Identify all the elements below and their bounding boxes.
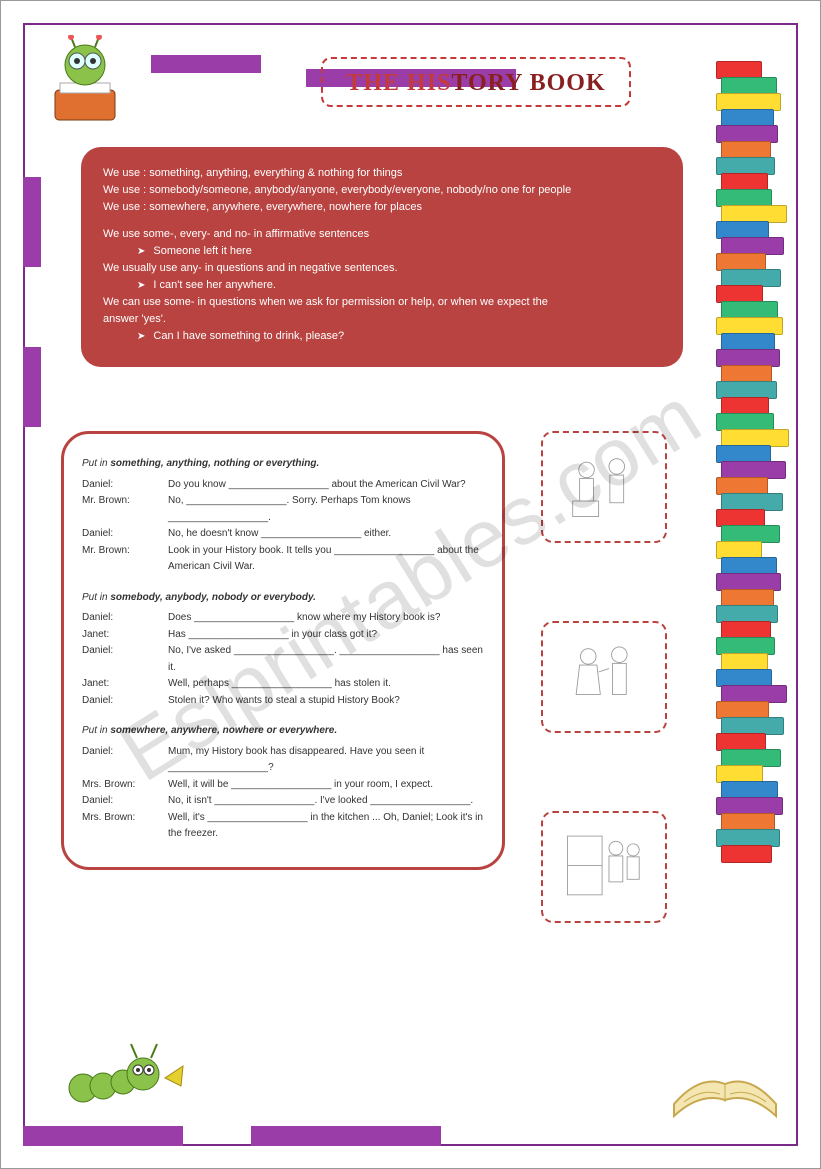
dialog-text: Well, it will be __________________ in y… (168, 777, 484, 794)
dialog-row: Daniel:Does __________________ know wher… (82, 610, 484, 627)
exercise-box: Put in something, anything, nothing or e… (61, 431, 505, 870)
dialog-text: Mum, my History book has disappeared. Ha… (168, 744, 484, 777)
illustration-1 (541, 431, 667, 543)
open-book-icon (670, 1044, 780, 1120)
rule-line: We can use some- in questions when we as… (103, 294, 661, 311)
dialog-row: Mrs. Brown:Well, it's __________________… (82, 810, 484, 843)
rule-line: We use some-, every- and no- in affirmat… (103, 226, 661, 243)
stacked-book (721, 845, 772, 863)
section-title: Put in somebody, anybody, nobody or ever… (82, 590, 484, 607)
speaker-label: Daniel: (82, 744, 168, 777)
speaker-label: Janet: (82, 627, 168, 644)
dialog-text: No, I've asked __________________. _____… (168, 643, 484, 676)
illustration-2 (541, 621, 667, 733)
rule-line: We use : somewhere, anywhere, everywhere… (103, 199, 661, 216)
speaker-label: Mrs. Brown: (82, 810, 168, 843)
deco-bar (23, 177, 41, 267)
deco-bar (151, 55, 261, 73)
book-stack-icon (716, 61, 792, 861)
grammar-rules-box: We use : something, anything, everything… (81, 147, 683, 367)
dialog-text: Do you know __________________ about the… (168, 477, 484, 494)
speaker-label: Mr. Brown: (82, 493, 168, 526)
dialog-text: Well, perhaps __________________ has sto… (168, 676, 484, 693)
deco-bar (251, 1126, 441, 1146)
dialog-text: No, he doesn't know __________________ e… (168, 526, 484, 543)
dialog-row: Mr. Brown:No, __________________. Sorry.… (82, 493, 484, 526)
bookworm-bottom-icon (53, 1030, 203, 1130)
dialog-row: Daniel:Stolen it? Who wants to steal a s… (82, 693, 484, 710)
speaker-label: Janet: (82, 676, 168, 693)
speaker-label: Daniel: (82, 526, 168, 543)
page-title: THE HISTORY BOOK (321, 57, 631, 107)
dialog-text: No, it isn't __________________. I've lo… (168, 793, 484, 810)
illustration-3 (541, 811, 667, 923)
dialog-row: Daniel:No, I've asked __________________… (82, 643, 484, 676)
rule-line: We usually use any- in questions and in … (103, 260, 661, 277)
section-title: Put in somewhere, anywhere, nowhere or e… (82, 723, 484, 740)
rule-example: I can't see her anywhere. (137, 277, 661, 294)
dialog-text: Does __________________ know where my Hi… (168, 610, 484, 627)
dialog-row: Mrs. Brown:Well, it will be ____________… (82, 777, 484, 794)
worksheet-page: THE HISTORY BOOK We use : something, any… (0, 0, 821, 1169)
title-part1: THE HIS (346, 70, 451, 96)
speaker-label: Mrs. Brown: (82, 777, 168, 794)
speaker-label: Mr. Brown: (82, 543, 168, 576)
dialog-text: Has __________________ in your class got… (168, 627, 484, 644)
dialog-text: Stolen it? Who wants to steal a stupid H… (168, 693, 484, 710)
rule-line: We use : somebody/someone, anybody/anyon… (103, 182, 661, 199)
rule-line: answer 'yes'. (103, 311, 661, 328)
rule-example: Can I have something to drink, please? (137, 328, 661, 345)
speaker-label: Daniel: (82, 643, 168, 676)
speaker-label: Daniel: (82, 793, 168, 810)
dialog-text: Well, it's __________________ in the kit… (168, 810, 484, 843)
dialog-text: No, __________________. Sorry. Perhaps T… (168, 493, 484, 526)
speaker-label: Daniel: (82, 693, 168, 710)
deco-bar (23, 347, 41, 427)
dialog-row: Mr. Brown:Look in your History book. It … (82, 543, 484, 576)
speaker-label: Daniel: (82, 477, 168, 494)
bookworm-icon (35, 35, 135, 135)
section-title: Put in something, anything, nothing or e… (82, 456, 484, 473)
title-part2: TORY BOOK (451, 70, 605, 96)
rule-example: Someone left it here (137, 243, 661, 260)
dialog-row: Daniel:Do you know __________________ ab… (82, 477, 484, 494)
rule-line: We use : something, anything, everything… (103, 165, 661, 182)
dialog-row: Daniel:No, it isn't __________________. … (82, 793, 484, 810)
speaker-label: Daniel: (82, 610, 168, 627)
dialog-row: Daniel:Mum, my History book has disappea… (82, 744, 484, 777)
dialog-text: Look in your History book. It tells you … (168, 543, 484, 576)
dialog-row: Daniel:No, he doesn't know _____________… (82, 526, 484, 543)
dialog-row: Janet:Well, perhaps __________________ h… (82, 676, 484, 693)
dialog-row: Janet:Has __________________ in your cla… (82, 627, 484, 644)
